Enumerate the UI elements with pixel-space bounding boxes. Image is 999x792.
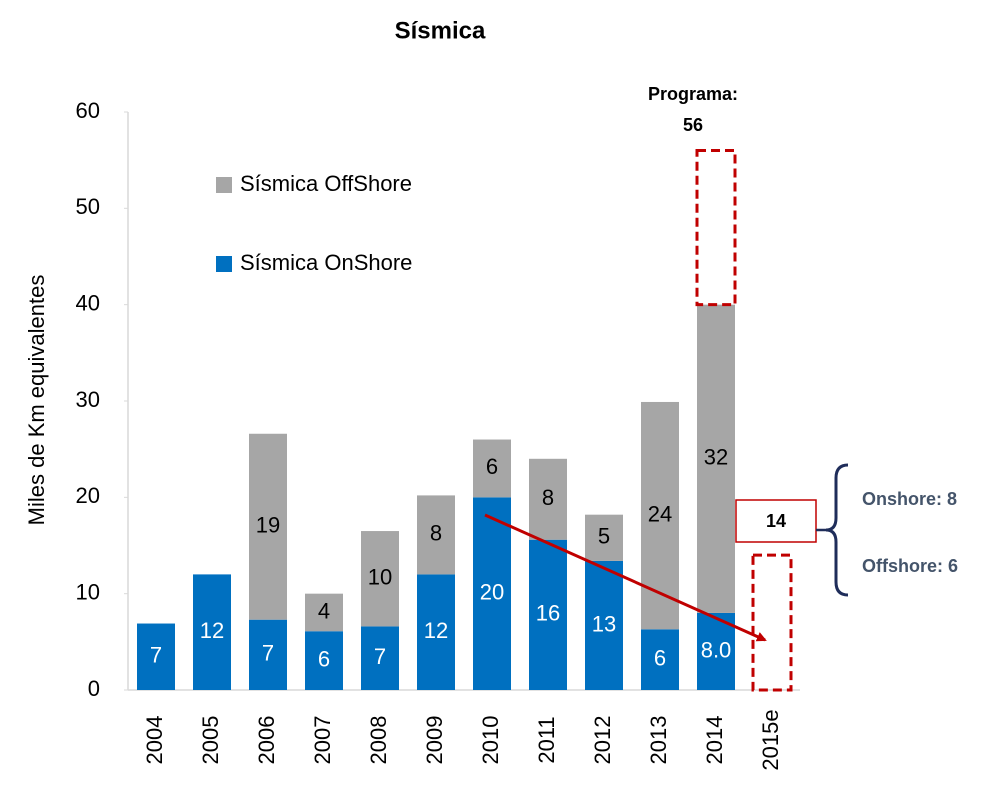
bar-segment	[529, 458, 567, 540]
estimate-box	[735, 499, 817, 543]
bar-segment	[417, 495, 455, 575]
value-label: 12	[200, 618, 224, 643]
bar-segment	[249, 619, 287, 690]
value-label: 6	[654, 645, 666, 670]
x-tick-label: 2009	[422, 716, 447, 765]
bar-segment	[585, 560, 623, 690]
value-label: 8	[430, 521, 442, 546]
bar-segment	[193, 574, 231, 690]
bar-segment	[417, 574, 455, 690]
legend-swatch	[216, 177, 232, 193]
bar-segment	[641, 401, 679, 630]
value-label: 4	[318, 598, 330, 623]
value-label: 5	[598, 524, 610, 549]
x-tick-label: 2007	[310, 716, 335, 765]
value-label: 16	[536, 601, 560, 626]
x-tick-label: 2011	[534, 716, 559, 763]
legend-swatch	[216, 256, 232, 272]
y-tick-label: 20	[76, 483, 100, 508]
value-label: 24	[648, 501, 672, 526]
program-label: Programa:	[648, 84, 738, 104]
bar-segment	[641, 629, 679, 690]
bar-segment	[305, 631, 343, 690]
y-tick-label: 50	[76, 194, 100, 219]
value-label: 6	[486, 454, 498, 479]
bar-segment	[473, 439, 511, 498]
value-label: 32	[704, 445, 728, 470]
bar-segment	[585, 514, 623, 561]
x-tick-label: 2014	[702, 716, 727, 765]
program-box	[695, 149, 737, 307]
bar-segment	[697, 304, 735, 613]
x-tick-label: 2008	[366, 716, 391, 765]
y-tick-label: 30	[76, 387, 100, 412]
legend-label: Sísmica OffShore	[240, 171, 412, 196]
bar-segment	[529, 539, 567, 690]
chart-title: Sísmica	[395, 17, 486, 44]
value-label: 13	[592, 611, 616, 636]
offshore-note: Offshore: 6	[862, 556, 958, 576]
x-tick-label: 2013	[646, 716, 671, 765]
x-tick-label: 2012	[590, 716, 615, 765]
value-label: 20	[480, 579, 504, 604]
x-tick-label: 2010	[478, 716, 503, 765]
bar-segment	[305, 593, 343, 632]
y-tick-label: 10	[76, 579, 100, 604]
value-label: 8	[542, 485, 554, 510]
legend-label: Sísmica OnShore	[240, 250, 412, 275]
bar-segment	[473, 497, 511, 690]
value-label: 6	[318, 646, 330, 671]
y-tick-label: 0	[88, 676, 100, 701]
x-tick-label: 2005	[198, 716, 223, 765]
value-label: 19	[256, 513, 280, 538]
value-label: 7	[262, 641, 274, 666]
bar-segment	[249, 433, 287, 620]
bar-segment	[697, 612, 735, 690]
value-label: 10	[368, 565, 392, 590]
value-label: 7	[150, 643, 162, 668]
y-tick-label: 40	[76, 290, 100, 315]
y-tick-label: 60	[76, 98, 100, 123]
x-tick-label: 2015e	[758, 709, 783, 770]
brace	[825, 463, 849, 597]
x-tick-label: 2006	[254, 716, 279, 765]
value-label: 8.0	[701, 637, 732, 662]
onshore-note: Onshore: 8	[862, 489, 957, 509]
bar-segment	[137, 623, 175, 690]
estimate-bar	[751, 553, 793, 692]
y-axis-label: Miles de Km equivalentes	[24, 275, 49, 526]
value-label: 7	[374, 644, 386, 669]
value-label: 12	[424, 618, 448, 643]
trend-arrow	[484, 513, 767, 642]
program-value: 56	[683, 115, 703, 135]
x-tick-label: 2004	[142, 716, 167, 765]
bar-segment	[361, 531, 399, 627]
bar-segment	[361, 626, 399, 690]
estimate-value: 14	[766, 511, 786, 531]
